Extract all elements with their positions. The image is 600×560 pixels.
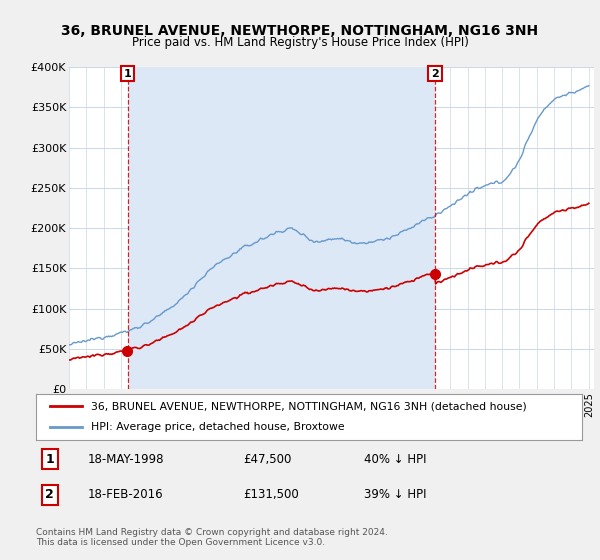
Text: £47,500: £47,500 bbox=[244, 452, 292, 465]
Text: Price paid vs. HM Land Registry's House Price Index (HPI): Price paid vs. HM Land Registry's House … bbox=[131, 36, 469, 49]
Text: 2: 2 bbox=[45, 488, 54, 501]
Text: HPI: Average price, detached house, Broxtowe: HPI: Average price, detached house, Brox… bbox=[91, 422, 344, 432]
Text: 18-MAY-1998: 18-MAY-1998 bbox=[88, 452, 164, 465]
Bar bbox=[128, 67, 435, 389]
Text: 1: 1 bbox=[124, 69, 131, 78]
Text: 18-FEB-2016: 18-FEB-2016 bbox=[88, 488, 163, 501]
Text: Contains HM Land Registry data © Crown copyright and database right 2024.
This d: Contains HM Land Registry data © Crown c… bbox=[36, 528, 388, 547]
Text: 2: 2 bbox=[431, 69, 439, 78]
Text: 36, BRUNEL AVENUE, NEWTHORPE, NOTTINGHAM, NG16 3NH: 36, BRUNEL AVENUE, NEWTHORPE, NOTTINGHAM… bbox=[61, 24, 539, 38]
Text: 39% ↓ HPI: 39% ↓ HPI bbox=[364, 488, 426, 501]
Text: 36, BRUNEL AVENUE, NEWTHORPE, NOTTINGHAM, NG16 3NH (detached house): 36, BRUNEL AVENUE, NEWTHORPE, NOTTINGHAM… bbox=[91, 401, 526, 411]
Text: 1: 1 bbox=[45, 452, 54, 465]
Text: 40% ↓ HPI: 40% ↓ HPI bbox=[364, 452, 426, 465]
Text: £131,500: £131,500 bbox=[244, 488, 299, 501]
